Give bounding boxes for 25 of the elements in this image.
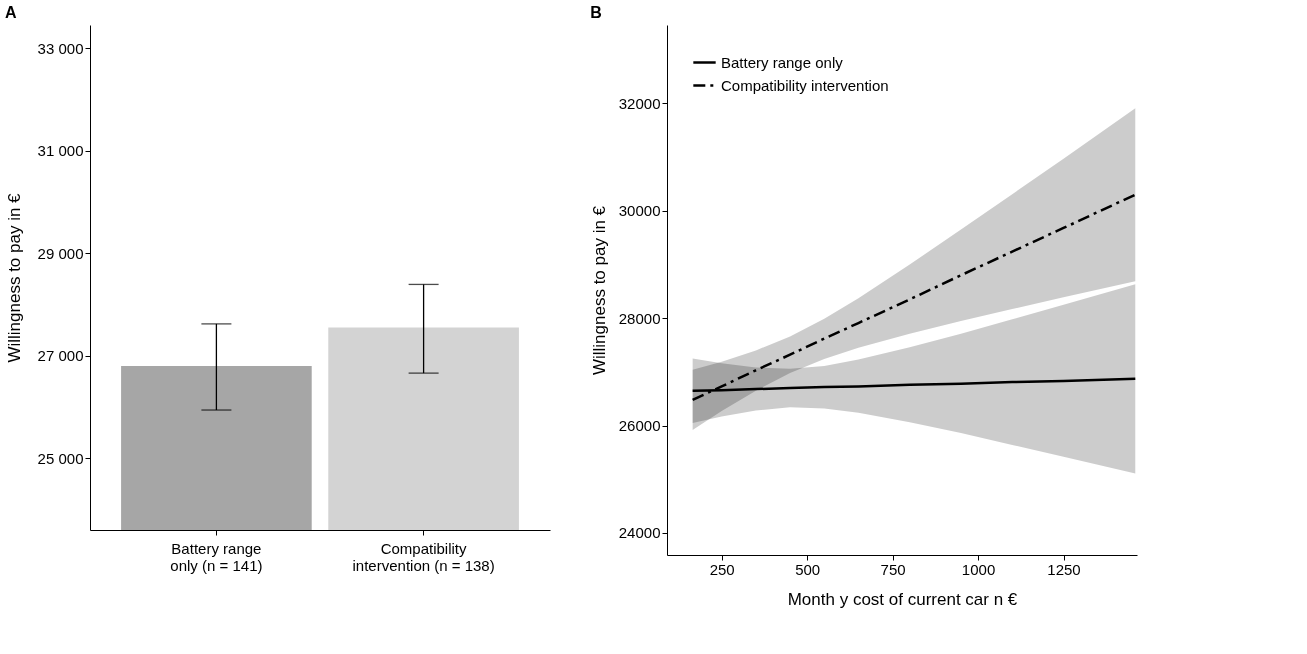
y-tick-label: 25 000 <box>37 449 84 467</box>
y-tick-label: 26000 <box>618 417 661 435</box>
x-tick-label: 750 <box>880 560 906 578</box>
legend-label: Compatibility intervention <box>721 76 889 94</box>
x-tick-label: 1250 <box>1047 560 1081 578</box>
chart-title: B <box>590 4 602 21</box>
y-tick-label: 29 000 <box>37 244 84 262</box>
y-tick-label: 32000 <box>618 94 661 112</box>
y-tick-label: 30000 <box>618 202 661 220</box>
y-axis-title: Willingness to pay in € <box>4 192 24 363</box>
x-tick-label: Compatibility intervention (n = 138) <box>352 539 495 574</box>
x-axis-title: Month y cost of current car n € <box>787 589 1018 609</box>
line-series <box>691 193 1137 402</box>
legend-label: Battery range only <box>721 53 844 71</box>
y-tick-label: 27 000 <box>37 347 84 365</box>
x-tick-label: 500 <box>795 560 821 578</box>
y-tick-label: 28000 <box>618 309 661 327</box>
y-tick-label: 24000 <box>618 524 661 542</box>
x-tick-label: 250 <box>709 560 735 578</box>
y-axis-title: Willingness to pay in € <box>589 205 609 376</box>
x-tick-label: Battery range only (n = 141) <box>170 539 263 574</box>
chart-title: A <box>5 4 18 21</box>
y-tick-label: 31 000 <box>37 142 84 160</box>
y-tick-label: 33 000 <box>37 39 84 57</box>
x-tick-label: 1000 <box>961 560 996 578</box>
